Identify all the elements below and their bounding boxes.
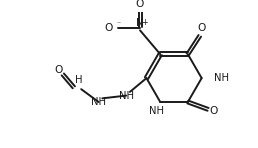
Text: H: H <box>75 75 82 85</box>
Text: O: O <box>54 65 62 75</box>
Text: O: O <box>104 24 112 33</box>
Text: O: O <box>209 106 218 116</box>
Text: +: + <box>141 18 148 28</box>
Text: NH: NH <box>91 97 106 107</box>
Text: O: O <box>136 0 144 9</box>
Text: N: N <box>136 18 144 28</box>
Text: O: O <box>197 24 206 33</box>
Text: NH: NH <box>119 91 134 101</box>
Text: ⁻: ⁻ <box>117 19 121 28</box>
Text: NH: NH <box>149 106 164 116</box>
Text: NH: NH <box>214 73 229 83</box>
